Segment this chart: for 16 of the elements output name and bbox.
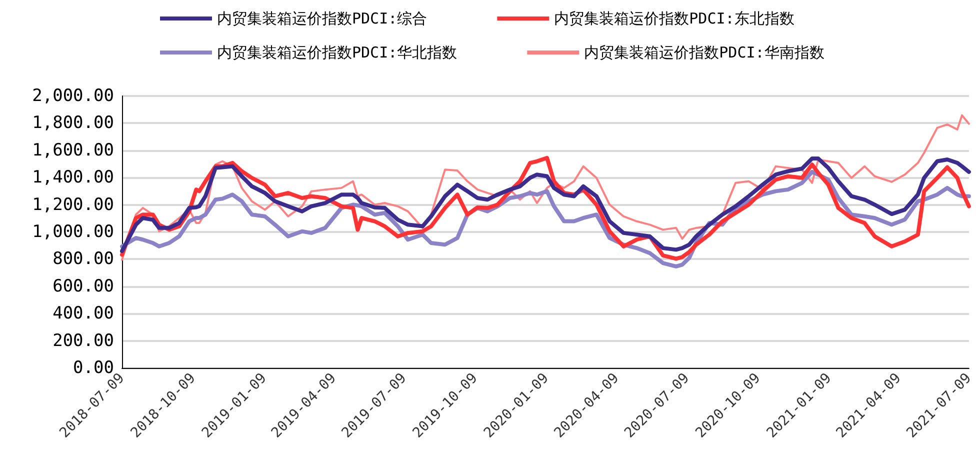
y-tick-label: 800.00 <box>52 249 114 270</box>
legend-label: 内贸集装箱运价指数PDCI:华北指数 <box>217 44 458 62</box>
line-series <box>121 114 970 261</box>
y-tick-label: 1,000.00 <box>32 222 114 242</box>
y-tick-label: 0.00 <box>73 358 114 378</box>
y-tick-label: 600.00 <box>52 276 114 296</box>
y-tick-label: 400.00 <box>52 304 114 324</box>
y-tick-label: 200.00 <box>52 330 114 351</box>
legend-label: 内贸集装箱运价指数PDCI:华南指数 <box>584 44 824 62</box>
y-tick-label: 1,200.00 <box>32 194 114 215</box>
legend-label: 内贸集装箱运价指数PDCI:东北指数 <box>554 10 794 28</box>
legend-label: 内贸集装箱运价指数PDCI:综合 <box>217 10 428 28</box>
y-tick-label: 1,600.00 <box>32 140 114 160</box>
y-tick-label: 1,400.00 <box>32 168 114 188</box>
y-tick-label: 2,000.00 <box>32 86 114 106</box>
y-tick-label: 1,800.00 <box>32 113 114 134</box>
